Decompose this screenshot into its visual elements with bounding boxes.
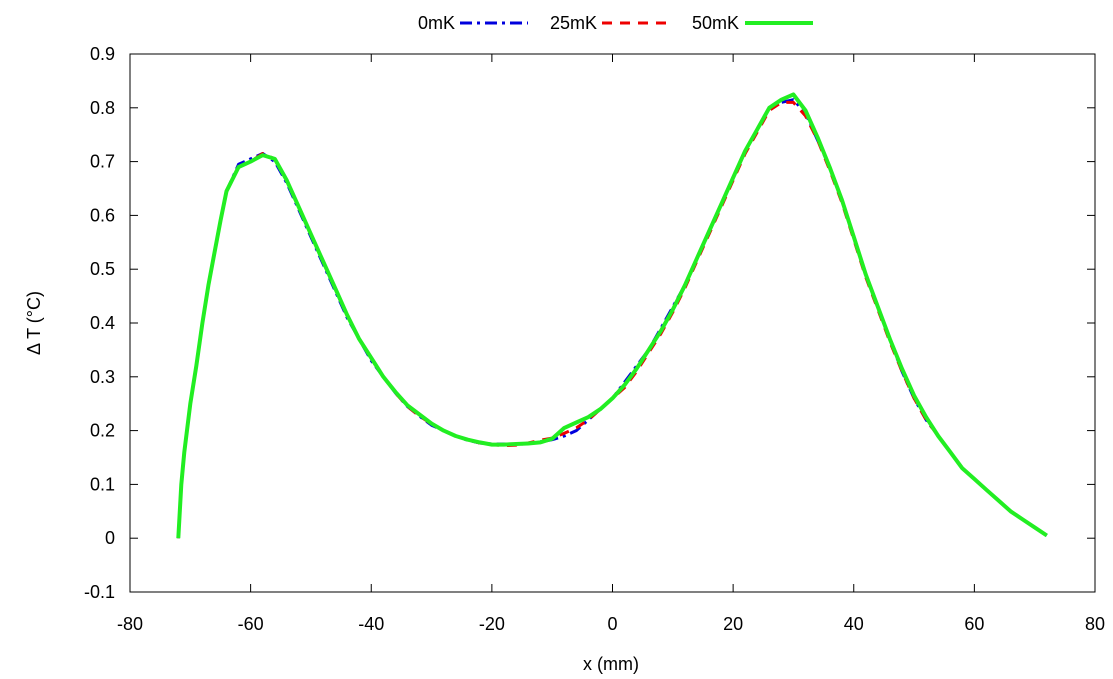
x-tick-label: -80: [117, 614, 143, 634]
x-tick-label: 20: [723, 614, 743, 634]
x-tick-label: 0: [607, 614, 617, 634]
y-tick-label: 0.9: [90, 44, 115, 64]
series-line-50mK: [176, 92, 1048, 539]
legend-label: 25mK: [550, 13, 597, 33]
series-line-0mK: [176, 98, 1048, 539]
x-tick-label: -20: [479, 614, 505, 634]
plot-frame: [129, 53, 1096, 593]
x-tick-label: 60: [964, 614, 984, 634]
y-tick-label: -0.1: [84, 582, 115, 602]
legend-label: 0mK: [418, 13, 455, 33]
y-tick-label: 0.7: [90, 152, 115, 172]
x-tick-label: 80: [1085, 614, 1105, 634]
y-tick-label: 0: [105, 528, 115, 548]
legend: 0mK 25mK 50mK: [418, 13, 813, 33]
y-tick-label: 0.6: [90, 205, 115, 225]
y-tick-label: 0.8: [90, 98, 115, 118]
y-tick-label: 0.4: [90, 313, 115, 333]
y-axis-label: Δ T (°C): [24, 291, 44, 355]
y-tick-label: 0.3: [90, 367, 115, 387]
legend-label: 50mK: [692, 13, 739, 33]
x-tick-label: 40: [844, 614, 864, 634]
plot-border: [129, 53, 1096, 593]
y-tick-label: 0.5: [90, 259, 115, 279]
y-tick-label: 0.2: [90, 421, 115, 441]
y-tick-label: 0.1: [90, 474, 115, 494]
series-line-25mK: [176, 100, 1048, 539]
y-axis-ticks: -0.1 0 0.1 0.2 0.3 0.4 0.5 0.6 0.7 0.8 0.9: [84, 44, 1095, 602]
x-tick-label: -60: [238, 614, 264, 634]
x-axis-label: x (mm): [583, 654, 639, 674]
x-axis-ticks: -80 -60 -40 -20 0 20 40 60 80: [117, 54, 1105, 634]
series-lines: [176, 92, 1048, 539]
x-tick-label: -40: [358, 614, 384, 634]
